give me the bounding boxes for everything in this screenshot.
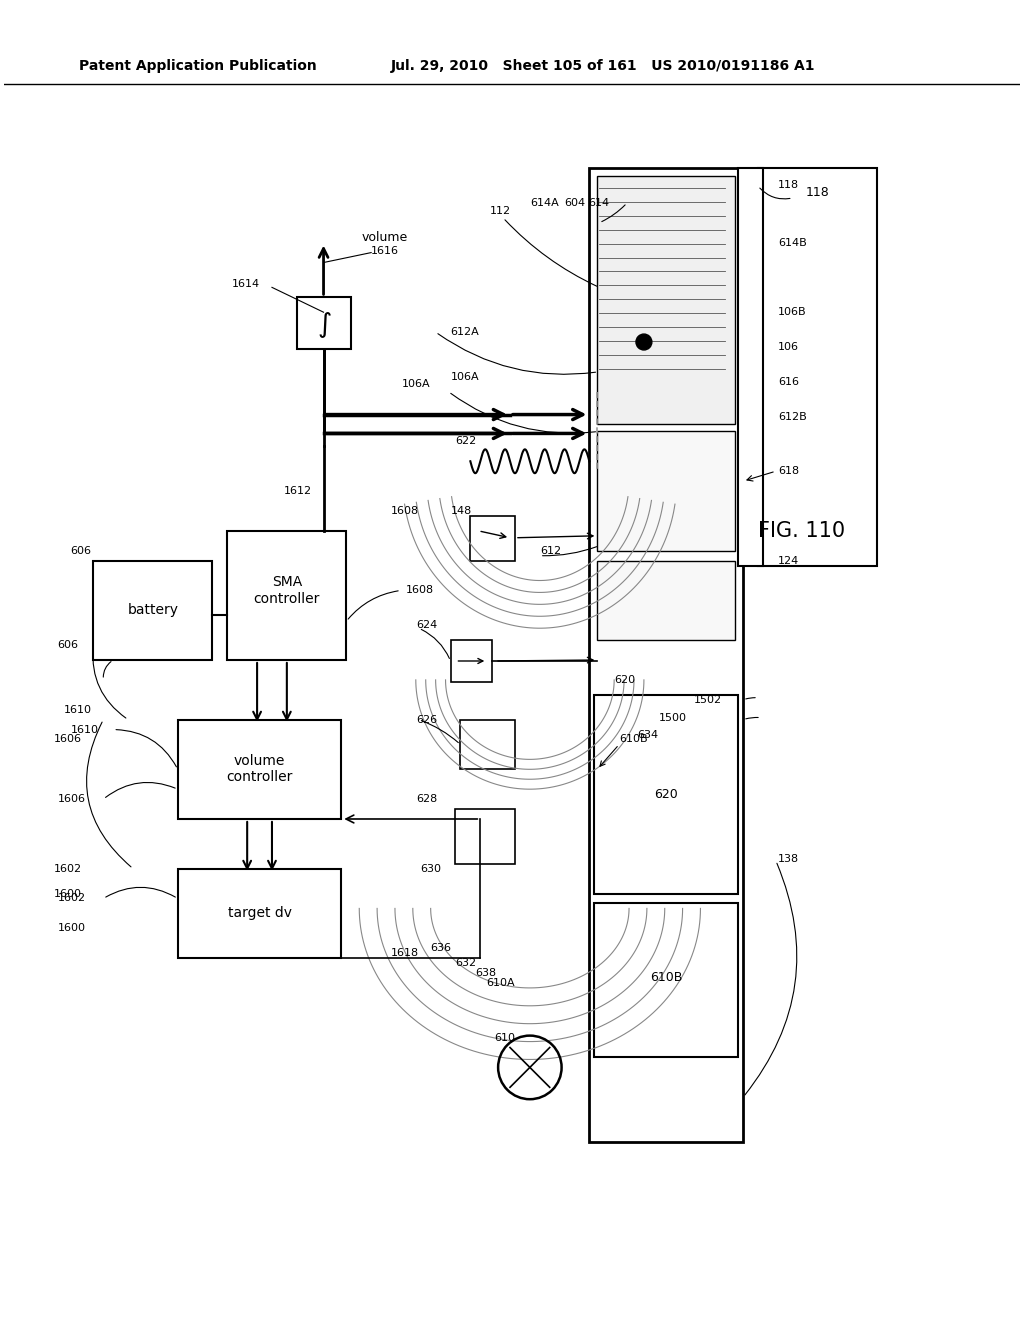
Text: $\int$: $\int$ [316, 310, 332, 341]
Text: 612A: 612A [451, 327, 479, 337]
Bar [597, 561, 735, 640]
Bar [227, 531, 346, 660]
Bar [456, 809, 515, 863]
Text: 630: 630 [421, 863, 441, 874]
Text: 1602: 1602 [57, 894, 85, 903]
Text: 614A: 614A [530, 198, 559, 209]
Bar [758, 168, 877, 565]
Text: volume
controller: volume controller [226, 754, 293, 784]
Text: 1616: 1616 [371, 246, 399, 256]
Text: 138: 138 [778, 854, 799, 863]
Text: 1608: 1608 [391, 506, 419, 516]
Text: 634: 634 [637, 730, 658, 739]
Bar [594, 903, 738, 1057]
Bar [178, 719, 341, 818]
Text: 614B: 614B [778, 238, 807, 248]
Text: 1602: 1602 [53, 863, 82, 874]
Text: 614: 614 [589, 198, 610, 209]
Bar [461, 719, 515, 770]
Text: 626: 626 [416, 714, 437, 725]
Text: 636: 636 [431, 944, 452, 953]
Text: 604: 604 [564, 198, 585, 209]
Text: 118: 118 [778, 180, 799, 190]
Text: 618: 618 [778, 466, 799, 477]
Text: 1610: 1610 [71, 725, 98, 734]
Bar [178, 869, 341, 958]
Text: battery: battery [127, 603, 178, 618]
Text: FIG. 110: FIG. 110 [758, 521, 845, 541]
Text: 106A: 106A [402, 379, 431, 389]
Text: 112: 112 [489, 206, 511, 216]
Text: 1606: 1606 [53, 734, 82, 744]
Bar [451, 640, 493, 682]
Text: 1500: 1500 [658, 713, 687, 722]
Bar [594, 694, 738, 894]
Text: volume: volume [361, 231, 408, 244]
Text: 610B: 610B [620, 734, 648, 744]
Text: 106B: 106B [778, 308, 807, 317]
Text: 1614: 1614 [232, 280, 260, 289]
Text: 620: 620 [614, 675, 635, 685]
Text: 1610: 1610 [63, 705, 91, 714]
Text: 1600: 1600 [53, 888, 82, 899]
Text: 628: 628 [416, 795, 437, 804]
Text: 1600: 1600 [57, 923, 85, 933]
Text: 118: 118 [806, 186, 829, 199]
Text: 148: 148 [451, 506, 472, 516]
Text: 610A: 610A [485, 978, 514, 987]
Text: 612: 612 [540, 545, 561, 556]
Circle shape [636, 334, 652, 350]
Text: 624: 624 [416, 620, 437, 630]
Bar [738, 168, 763, 565]
Bar [597, 176, 735, 425]
Text: 610B: 610B [650, 972, 682, 985]
Text: target dv: target dv [227, 907, 292, 920]
Bar [470, 516, 515, 561]
Text: 106A: 106A [451, 372, 479, 381]
Text: 106: 106 [778, 342, 799, 352]
Text: 620: 620 [654, 788, 678, 801]
Text: 1606: 1606 [57, 795, 85, 804]
Text: Jul. 29, 2010   Sheet 105 of 161   US 2010/0191186 A1: Jul. 29, 2010 Sheet 105 of 161 US 2010/0… [391, 59, 815, 73]
Text: 612B: 612B [778, 412, 807, 421]
Text: 1612: 1612 [284, 486, 311, 496]
Text: 1608: 1608 [406, 586, 434, 595]
Text: Patent Application Publication: Patent Application Publication [79, 59, 316, 73]
Text: SMA
controller: SMA controller [254, 576, 321, 606]
Bar [93, 561, 212, 660]
Text: 638: 638 [475, 968, 497, 978]
Text: 610: 610 [495, 1032, 515, 1043]
Text: 632: 632 [456, 958, 476, 968]
Bar [590, 168, 743, 1142]
Bar [597, 432, 735, 550]
Bar [297, 297, 351, 348]
Text: 1502: 1502 [693, 694, 722, 705]
Text: 606: 606 [57, 640, 79, 649]
Text: 622: 622 [456, 437, 477, 446]
Text: 1618: 1618 [391, 948, 419, 958]
Text: 606: 606 [71, 545, 91, 556]
Text: 616: 616 [778, 376, 799, 387]
Text: 124: 124 [778, 556, 799, 566]
